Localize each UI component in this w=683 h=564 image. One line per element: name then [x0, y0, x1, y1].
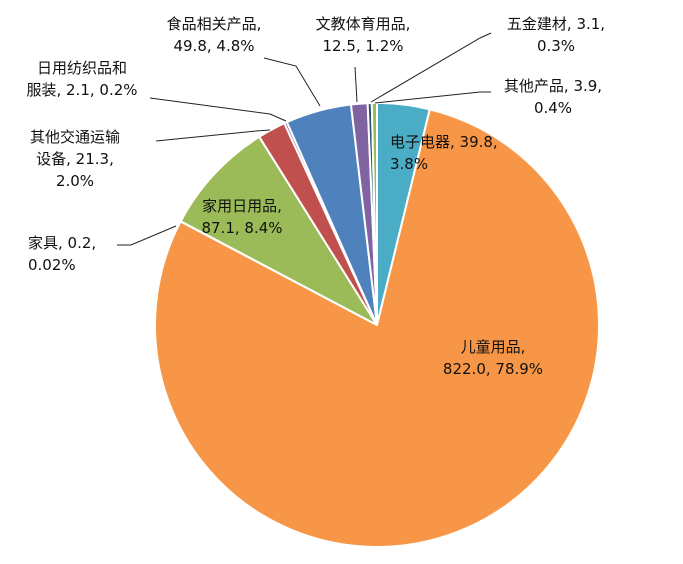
leader-line-transport: [155, 129, 271, 142]
leader-line-furniture: [117, 225, 177, 246]
data-labels: 电子电器, 39.8, 3.8% 儿童用品, 822.0, 78.9% 家具, 0.2,…: [26, 15, 605, 378]
data-label-food: 食品相关产品, 49.8, 4.8%: [167, 15, 262, 55]
leader-lines: [117, 32, 492, 246]
leader-line-hardware: [370, 32, 492, 103]
data-label-textiles: 日用纺织品和服装, 2.1, 0.2%: [26, 59, 137, 99]
pie-slice-kids: [154, 108, 600, 548]
pie-slices: [154, 101, 600, 548]
leader-line-food: [263, 57, 321, 107]
pie-slice-household: [179, 135, 378, 326]
data-label-household: 家用日用品, 87.1, 8.4%: [201, 197, 282, 237]
leader-line-education: [354, 66, 358, 103]
leader-line-other: [374, 91, 491, 104]
leader-line-textiles: [149, 97, 287, 122]
data-label-furniture: 家具, 0.2, 0.02%: [28, 234, 96, 274]
data-label-electronics: 电子电器, 39.8, 3.8%: [390, 133, 498, 173]
data-label-transport: 其他交通运输设备, 21.3, 2.0%: [30, 128, 120, 190]
data-label-other: 其他产品, 3.9, 0.4%: [504, 77, 602, 117]
data-label-education: 文教体育用品, 12.5, 1.2%: [316, 15, 411, 55]
data-label-hardware: 五金建材, 3.1, 0.3%: [507, 15, 605, 55]
data-label-kids: 儿童用品, 822.0, 78.9%: [443, 338, 543, 378]
